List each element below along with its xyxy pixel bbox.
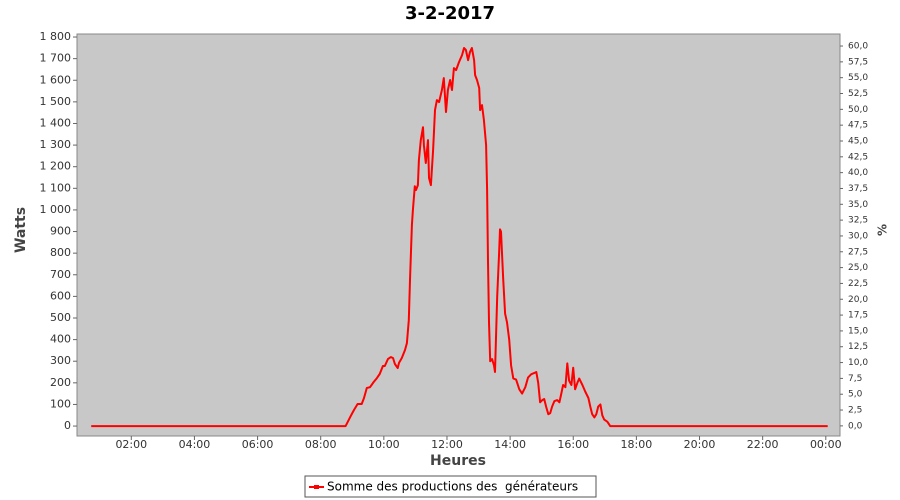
legend-marker [314,485,319,489]
y2-tick-label: 7,5 [848,374,862,384]
y2-tick-label: 27,5 [848,247,868,257]
y-tick-label: 900 [50,225,71,238]
y-tick-label: 800 [50,246,71,259]
y2-tick-label: 45,0 [848,136,868,146]
y2-tick-label: 55,0 [848,73,868,83]
y2-axis-label: % [876,224,890,236]
y-tick-label: 1 000 [40,203,72,216]
y2-tick-label: 37,5 [848,184,868,194]
y-tick-label: 1 300 [40,138,72,151]
y-axis-label: Watts [13,207,29,253]
y-tick-label: 500 [50,311,71,324]
x-tick-label: 10:00 [368,438,400,451]
y-tick-label: 100 [50,397,71,410]
y2-tick-label: 32,5 [848,216,868,226]
x-tick-label: 12:00 [431,438,463,451]
x-tick-label: 18:00 [621,438,653,451]
x-tick-label: 02:00 [115,438,147,451]
y-tick-label: 300 [50,354,71,367]
data-line [91,47,828,428]
y-tick-label: 1 600 [40,73,72,86]
y-tick-label: 400 [50,333,71,346]
y-tick-label: 1 700 [40,52,72,65]
y2-tick-label: 2,5 [848,406,862,416]
x-tick-label: 08:00 [305,438,337,451]
y2-tick-label: 50,0 [848,105,868,115]
y-tick-label: 600 [50,289,71,302]
y2-tick-label: 60,0 [848,42,868,52]
y2-tick-label: 10,0 [848,358,868,368]
chart-title: 3-2-2017 [405,3,495,24]
y2-tick-label: 52,5 [848,89,868,99]
y-tick-label: 0 [64,419,71,432]
y2-tick-label: 25,0 [848,263,868,273]
legend [304,475,597,498]
y2-tick-label: 30,0 [848,231,868,241]
y-tick-label: 200 [50,376,71,389]
y2-tick-label: 15,0 [848,326,868,336]
y2-tick-label: 47,5 [848,121,868,131]
y-tick-label: 1 500 [40,95,72,108]
x-tick-label: 06:00 [242,438,274,451]
x-tick-label: 14:00 [494,438,526,451]
legend-label: Somme des productions des générateurs [327,480,578,494]
x-tick-label: 04:00 [179,438,211,451]
y2-tick-label: 57,5 [848,57,868,67]
y2-tick-label: 22,5 [848,279,868,289]
y2-tick-label: 40,0 [848,168,868,178]
y-tick-label: 1 800 [40,30,72,43]
x-tick-label: 20:00 [684,438,716,451]
y-tick-label: 1 100 [40,181,72,194]
y-tick-label: 700 [50,268,71,281]
y2-tick-label: 17,5 [848,311,868,321]
y2-tick-label: 5,0 [848,390,863,400]
y2-tick-label: 35,0 [848,200,868,210]
x-tick-label: 22:00 [747,438,779,451]
plot-area [76,33,841,437]
y2-tick-label: 42,5 [848,152,868,162]
y-tick-label: 1 200 [40,160,72,173]
x-tick-label: 00:00 [810,438,842,451]
y2-tick-label: 12,5 [848,342,868,352]
x-axis-label: Heures [430,453,486,469]
y2-tick-label: 20,0 [848,295,868,305]
x-tick-label: 16:00 [557,438,589,451]
y2-tick-label: 0,0 [848,421,863,431]
y-tick-label: 1 400 [40,116,72,129]
